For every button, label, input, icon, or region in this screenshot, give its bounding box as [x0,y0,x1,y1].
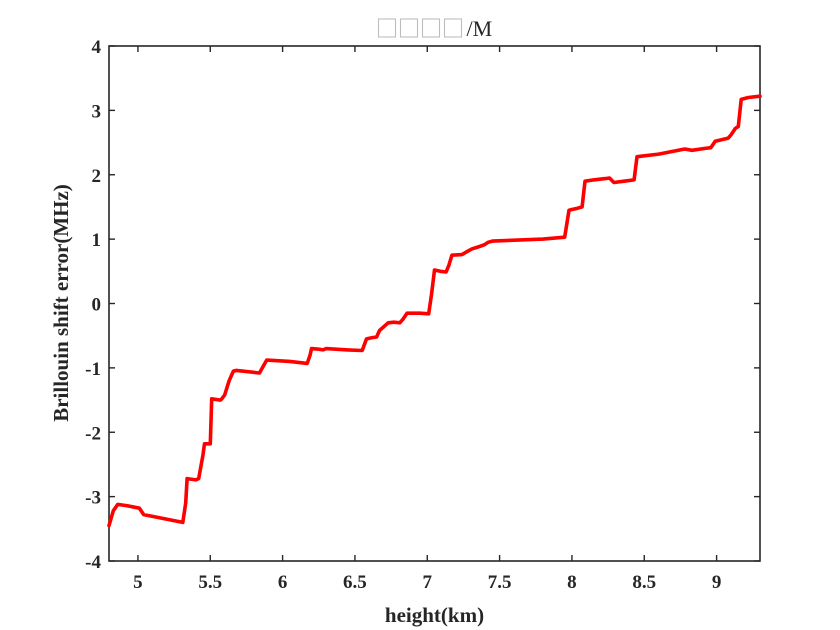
y-tick-label: -1 [85,359,101,380]
y-tick-label: -4 [85,552,101,573]
chart-title-text: /M [467,16,493,41]
x-tick-label: 5.5 [198,572,222,593]
y-tick-labels: -4 -3 -2 -1 0 1 2 3 4 [85,37,101,573]
title-glyph-box [443,18,463,38]
x-tick-label: 6 [278,572,288,593]
x-tick-label: 7.5 [488,572,512,593]
x-tick-label: 8.5 [632,572,656,593]
plot-area [108,45,761,562]
y-tick-label: -3 [85,488,101,509]
title-glyph-box [377,18,397,38]
x-tick-label: 9 [712,572,722,593]
y-tick-label: 1 [92,230,102,251]
y-tick-label: -2 [85,423,101,444]
x-tick-label: 5 [133,572,143,593]
y-tick-label: 3 [92,101,102,122]
y-tick-label: 0 [92,295,102,316]
x-tick-label: 6.5 [343,572,367,593]
y-tick-label: 2 [92,166,102,187]
x-tick-labels: 5 5.5 6 6.5 7 7.5 8 8.5 9 [133,572,721,593]
axis-ticks [109,45,760,562]
title-glyph-box [421,18,441,38]
x-tick-label: 7 [423,572,433,593]
x-tick-label: 8 [567,572,577,593]
y-axis-label: Brillouin shift error(MHz) [49,184,73,422]
x-axis-label: height(km) [385,603,484,627]
series-line [107,94,762,528]
y-tick-label: 4 [92,37,102,58]
chart-title: /M [377,16,493,41]
title-glyph-box [399,18,419,38]
